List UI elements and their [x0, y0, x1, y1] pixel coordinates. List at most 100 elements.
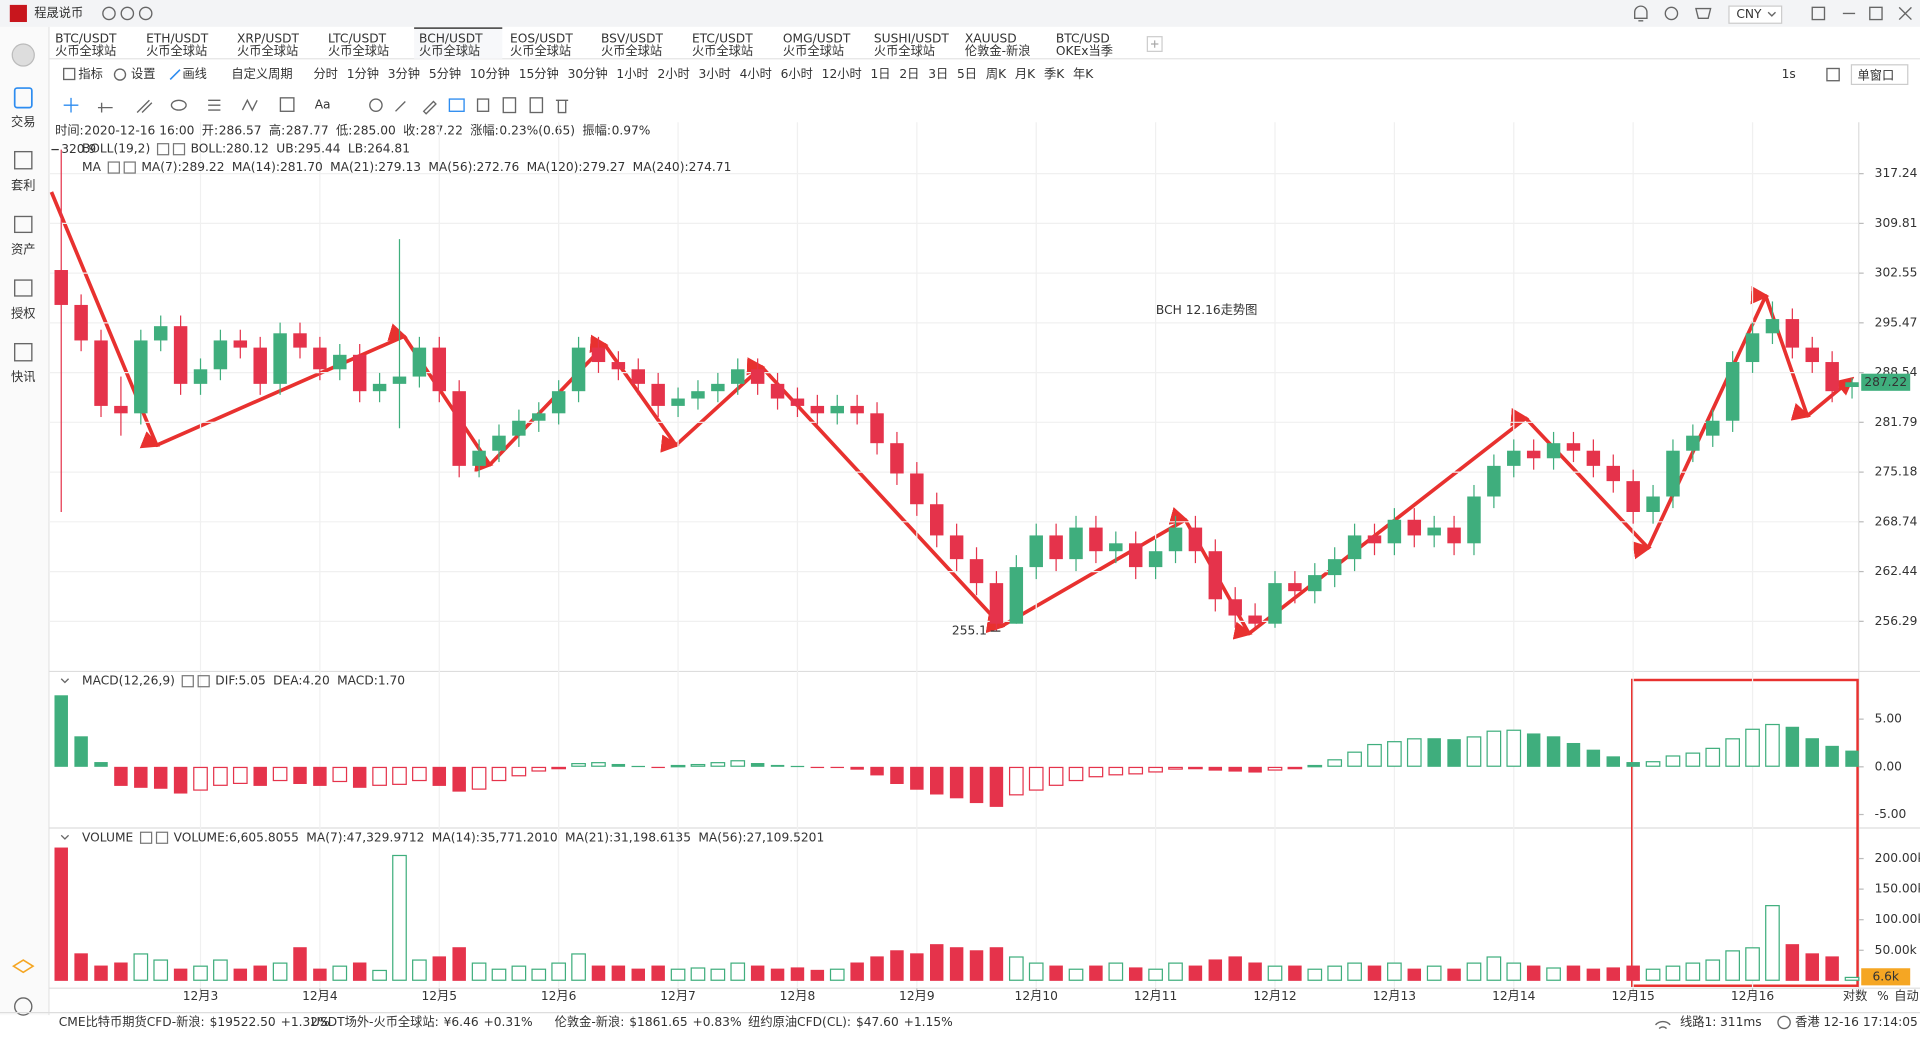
quote-change: +1.15%	[904, 1015, 953, 1029]
fib-tool[interactable]	[208, 99, 221, 111]
window-mode-box[interactable]	[1850, 64, 1909, 85]
period-option[interactable]: 季K	[1044, 67, 1065, 81]
tab-symbol[interactable]: BCH/USDT	[419, 32, 483, 46]
legend-settings-icon[interactable]	[139, 831, 153, 844]
toolbar-settings[interactable]: 设置	[131, 67, 155, 81]
period-option[interactable]: 1分钟	[347, 66, 379, 81]
tab-symbol[interactable]: BTC/USDT	[55, 32, 117, 46]
period-option[interactable]: 12小时	[822, 67, 862, 81]
news-icon[interactable]	[14, 342, 33, 362]
window-maximize[interactable]	[1869, 6, 1883, 21]
period-option[interactable]: 3小时	[699, 67, 731, 81]
refresh-rate[interactable]: 1s	[1782, 67, 1796, 81]
bell-icon[interactable]	[1634, 5, 1648, 22]
tab-symbol[interactable]: SUSHI/USDT	[874, 32, 950, 46]
gann-tool[interactable]	[279, 97, 295, 112]
search-icon[interactable]	[1664, 6, 1679, 21]
legend-settings-icon[interactable]	[181, 675, 194, 688]
pen-tool[interactable]	[422, 100, 437, 115]
legend-settings-icon[interactable]	[107, 161, 120, 174]
phone-icon[interactable]	[120, 6, 135, 21]
legend-close-icon[interactable]	[172, 143, 186, 156]
paste-tool[interactable]	[529, 97, 544, 114]
period-option[interactable]: 1小时	[616, 67, 648, 81]
trade-icon[interactable]	[13, 87, 33, 109]
toolbar-draw[interactable]: 画线	[182, 67, 206, 81]
period-option[interactable]: 10分钟	[470, 66, 510, 81]
settings-icon[interactable]	[138, 6, 153, 21]
period-option[interactable]: 2日	[899, 67, 919, 81]
delete-tool[interactable]	[555, 99, 569, 114]
trend-drawing[interactable]	[49, 191, 1855, 640]
axis-option[interactable]: %	[1877, 989, 1889, 1003]
tab-symbol[interactable]: LTC/USDT	[328, 32, 387, 46]
period-option[interactable]: 4小时	[740, 67, 772, 81]
window-restore[interactable]	[1811, 6, 1826, 21]
crosshair-tool[interactable]	[63, 97, 79, 113]
parallel-tool[interactable]	[136, 99, 153, 113]
sidebar-label[interactable]: 资产	[11, 242, 35, 256]
avatar[interactable]	[11, 43, 35, 67]
vip-icon[interactable]	[11, 959, 35, 974]
legend-close-icon[interactable]	[155, 831, 169, 844]
period-option[interactable]: 5日	[957, 67, 977, 81]
period-option[interactable]: 2小时	[657, 67, 689, 81]
period-option[interactable]: 3分钟	[388, 66, 420, 81]
panel-collapse[interactable]	[60, 678, 70, 840]
shop-icon[interactable]	[1695, 7, 1712, 20]
shape-tool[interactable]	[170, 99, 187, 111]
period-option[interactable]: 30分钟	[568, 66, 608, 81]
copy-tool[interactable]	[502, 97, 517, 114]
highlight-box[interactable]	[1631, 678, 1859, 987]
period-option[interactable]: 6小时	[781, 67, 813, 81]
indicator-icon[interactable]	[63, 67, 76, 81]
text-tool[interactable]: Aa	[315, 98, 331, 112]
add-tab[interactable]	[1146, 36, 1163, 52]
lock-icon[interactable]	[102, 6, 116, 21]
period-option[interactable]: 年K	[1073, 67, 1094, 81]
period-option[interactable]: 周K	[986, 67, 1007, 81]
magnet-tool[interactable]	[369, 98, 383, 112]
auth-icon[interactable]	[14, 279, 33, 297]
period-option[interactable]: 5分钟	[429, 66, 461, 81]
period-option[interactable]: 月K	[1015, 67, 1036, 81]
sidebar-label[interactable]: 授权	[11, 306, 35, 320]
tab-symbol[interactable]: ETC/USDT	[692, 32, 753, 46]
sidebar-label[interactable]: 套利	[11, 179, 35, 193]
line-tool[interactable]	[97, 102, 113, 113]
settings-gear[interactable]	[14, 997, 33, 1016]
wave-tool[interactable]	[241, 98, 258, 112]
period-option[interactable]: 分时	[313, 67, 337, 81]
window-mode[interactable]: 单窗口	[1858, 68, 1895, 82]
period-option[interactable]: 3日	[928, 67, 948, 81]
sidebar-label[interactable]: 快讯	[11, 370, 35, 384]
settings-icon[interactable]	[113, 68, 127, 81]
period-option[interactable]: 15分钟	[519, 66, 559, 81]
fullscreen-icon[interactable]	[1826, 67, 1840, 82]
tab-symbol[interactable]: OMG/USDT	[783, 32, 851, 46]
axis-option[interactable]: 对数	[1843, 988, 1867, 1003]
currency-box[interactable]	[1728, 5, 1783, 24]
tab-symbol[interactable]: ETH/USDT	[146, 32, 209, 46]
legend-close-icon[interactable]	[123, 161, 136, 174]
lock-tool[interactable]	[476, 98, 490, 112]
assets-icon[interactable]	[14, 215, 33, 234]
legend-settings-icon[interactable]	[156, 143, 170, 156]
tab-symbol[interactable]: BTC/USD	[1056, 32, 1110, 46]
period-option[interactable]: 1日	[871, 67, 891, 81]
tab-symbol[interactable]: XRP/USDT	[237, 32, 299, 46]
draw-icon[interactable]	[169, 69, 181, 81]
grid-tool[interactable]	[448, 98, 465, 112]
toolbar-indicator[interactable]: 指标	[78, 66, 102, 81]
toolbar-custom-period[interactable]: 自定义周期	[231, 66, 292, 81]
measure-tool[interactable]	[395, 101, 406, 112]
arbitrage-icon[interactable]	[14, 150, 33, 170]
tab-symbol[interactable]: EOS/USDT	[510, 32, 573, 46]
window-close[interactable]	[1898, 6, 1912, 21]
tab-symbol[interactable]: BSV/USDT	[601, 32, 664, 46]
axis-option[interactable]: 自动	[1894, 989, 1918, 1003]
legend-close-icon[interactable]	[197, 675, 210, 688]
currency-select[interactable]: CNY	[1736, 7, 1762, 21]
sidebar-label[interactable]: 交易	[11, 114, 35, 129]
tab-symbol[interactable]: XAUUSD	[965, 32, 1017, 46]
